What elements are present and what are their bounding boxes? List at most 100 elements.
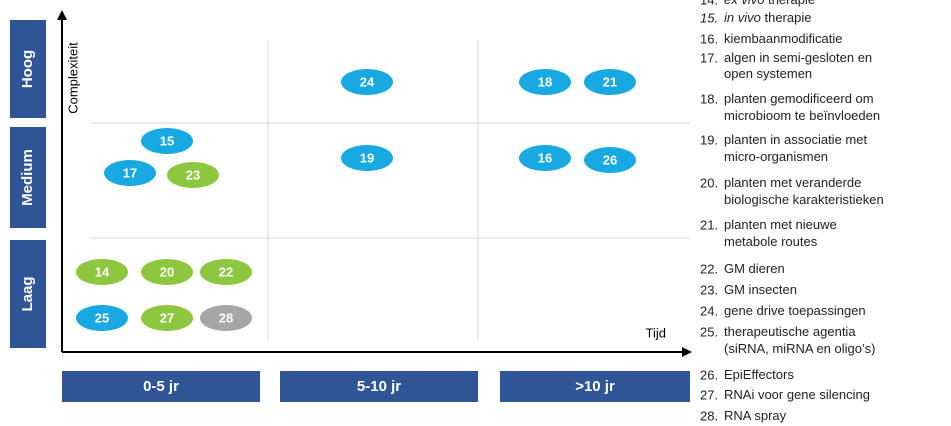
legend-number: 21. <box>700 217 718 232</box>
legend-line: planten met veranderde <box>724 175 861 190</box>
legend-number: 27. <box>700 387 718 402</box>
legend-number: 26. <box>700 367 718 382</box>
legend-line: RNA spray <box>724 408 787 423</box>
legend-text: algen in semi-gesloten en <box>724 50 872 65</box>
bubble <box>584 147 636 173</box>
legend-line: GM insecten <box>724 282 797 297</box>
legend-line: GM dieren <box>724 261 785 276</box>
legend-line: gene drive toepassingen <box>724 303 866 318</box>
bubble <box>200 305 252 331</box>
legend-number: 19. <box>700 132 718 147</box>
legend-number: 20. <box>700 175 718 190</box>
legend-number: 14. <box>700 0 718 7</box>
bubble-label: 18 <box>538 74 552 89</box>
column-label: 0-5 jr <box>143 378 179 395</box>
legend-text: RNAi voor gene silencing <box>724 387 870 402</box>
bubble <box>104 160 156 186</box>
legend-line: metabole routes <box>724 234 818 249</box>
column-label: >10 jr <box>575 378 615 395</box>
bubble <box>141 128 193 154</box>
legend-text: gene drive toepassingen <box>724 303 866 318</box>
bubble <box>341 145 393 171</box>
row-label: Laag <box>19 276 36 311</box>
legend-number: 24. <box>700 303 718 318</box>
bubble-label: 15 <box>160 133 174 148</box>
legend-text: ex vivo therapie <box>724 0 815 7</box>
legend-text: GM dieren <box>724 261 785 276</box>
bubble-label: 17 <box>123 165 137 180</box>
bubble-label: 25 <box>95 310 109 325</box>
legend-number: 22. <box>700 261 718 276</box>
legend-line: micro-organismen <box>724 149 828 164</box>
bubble <box>519 145 571 171</box>
bubble-label: 28 <box>219 310 233 325</box>
bubble <box>200 259 252 285</box>
legend-text: therapeutische agentia <box>724 324 856 339</box>
legend-text: planten in associatie met <box>724 132 867 147</box>
bubble-label: 24 <box>360 74 375 89</box>
legend-number: 23. <box>700 282 718 297</box>
legend-text: (siRNA, miRNA en oligo’s) <box>724 341 875 356</box>
legend-number: 17. <box>700 50 718 65</box>
row-box <box>10 127 46 228</box>
legend-number: 16. <box>700 31 718 46</box>
legend-line: kiembaanmodificatie <box>724 31 843 46</box>
legend-number: 18. <box>700 91 718 106</box>
bubble <box>167 162 219 188</box>
legend-text: microbioom te beïnvloeden <box>724 108 880 123</box>
legend-text: open systemen <box>724 66 812 81</box>
legend-emphasis: ex vivo <box>724 0 764 7</box>
legend-line: open systemen <box>724 66 812 81</box>
y-axis-label: Complexiteit <box>65 42 80 114</box>
bubble <box>584 69 636 95</box>
bubble-label: 27 <box>160 310 174 325</box>
legend-text: metabole routes <box>724 234 818 249</box>
bubble-label: 20 <box>160 264 174 279</box>
legend-line: therapie <box>764 10 811 25</box>
bubble-label: 19 <box>360 150 374 165</box>
legend-line: EpiEffectors <box>724 367 794 382</box>
legend-text: RNA spray <box>724 408 787 423</box>
legend-line: RNAi voor gene silencing <box>724 387 870 402</box>
legend-line: (siRNA, miRNA en oligo’s) <box>724 341 875 356</box>
bubble <box>141 259 193 285</box>
bubble <box>341 69 393 95</box>
legend-text: planten met nieuwe <box>724 217 837 232</box>
bubble-label: 26 <box>603 152 617 167</box>
legend-line: planten met nieuwe <box>724 217 837 232</box>
legend-line: microbioom te beïnvloeden <box>724 108 880 123</box>
bubble <box>141 305 193 331</box>
legend-text: GM insecten <box>724 282 797 297</box>
row-box <box>10 240 46 348</box>
legend-line: biologische karakteristieken <box>724 192 884 207</box>
bubble <box>76 305 128 331</box>
legend-text: biologische karakteristieken <box>724 192 884 207</box>
bubble-label: 16 <box>538 150 552 165</box>
bubble-label: 14 <box>95 264 110 279</box>
column-box <box>500 371 690 402</box>
legend-emphasis: in vivo <box>724 10 761 25</box>
legend-text: planten gemodificeerd om <box>724 91 874 106</box>
legend-line: planten gemodificeerd om <box>724 91 874 106</box>
legend-number: 15. <box>700 10 718 25</box>
row-box <box>10 20 46 118</box>
bubble-label: 23 <box>186 167 200 182</box>
legend-line: therapeutische agentia <box>724 324 856 339</box>
column-label: 5-10 jr <box>357 378 401 395</box>
legend-line: planten in associatie met <box>724 132 867 147</box>
row-label: Hoog <box>19 50 36 88</box>
legend-text: micro-organismen <box>724 149 828 164</box>
grid <box>90 40 690 340</box>
x-axis-label: Tijd <box>646 325 666 340</box>
bubble <box>76 259 128 285</box>
legend-text: planten met veranderde <box>724 175 861 190</box>
legend-text: in vivo therapie <box>724 10 811 25</box>
legend-text: EpiEffectors <box>724 367 794 382</box>
legend-line: algen in semi-gesloten en <box>724 50 872 65</box>
bubble <box>519 69 571 95</box>
column-box <box>280 371 478 402</box>
legend-text: kiembaanmodificatie <box>724 31 843 46</box>
row-label: Medium <box>19 149 36 206</box>
legend-number: 25. <box>700 324 718 339</box>
